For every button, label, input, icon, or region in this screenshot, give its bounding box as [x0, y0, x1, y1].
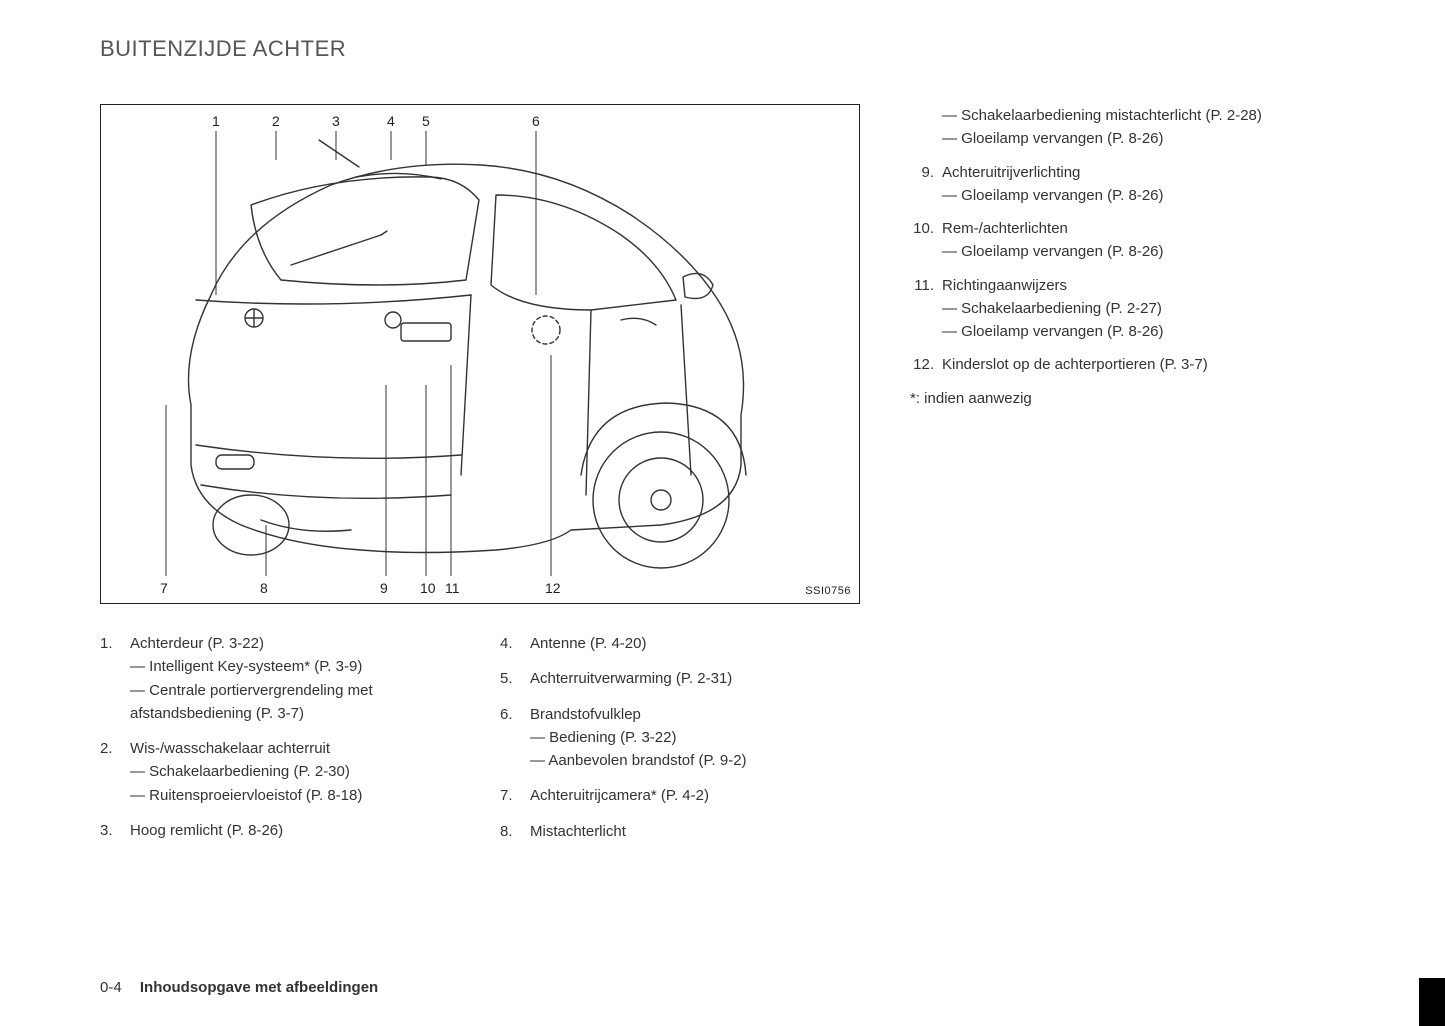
- legend-item-title: Kinderslot op de achterportieren (P. 3-7…: [942, 353, 1360, 376]
- legend-item-title: Mistachterlicht: [530, 820, 860, 843]
- thumb-tab: [1419, 978, 1445, 1026]
- legend-item-title: Wis-/wasschakelaar achterruit: [130, 737, 460, 760]
- legend-item: 8.Mistachterlicht: [500, 820, 860, 843]
- legend-item-sub: Gloeilamp vervangen (P. 8-26): [942, 127, 1360, 150]
- page-footer: 0-4 Inhoudsopgave met afbeeldingen: [100, 979, 378, 996]
- legend-item: 5.Achterruitverwarming (P. 2-31): [500, 667, 860, 690]
- figure-id: SSI0756: [805, 585, 851, 597]
- legend-item-number: 7.: [500, 784, 530, 807]
- legend-item-body: Mistachterlicht: [530, 820, 860, 843]
- callout-number: 10: [420, 580, 436, 596]
- car-illustration: [101, 105, 861, 605]
- legend-item-sub: Centrale portiervergrendeling met afstan…: [130, 679, 460, 726]
- legend-item-number: 4.: [500, 632, 530, 655]
- legend-item-body: Antenne (P. 4-20): [530, 632, 860, 655]
- legend-item-sub: Aanbevolen brandstof (P. 9-2): [530, 749, 860, 772]
- legend-item-title: Brandstofvulklep: [530, 703, 860, 726]
- legend-item-title: Achteruitrijcamera* (P. 4-2): [530, 784, 860, 807]
- callout-number: 8: [260, 580, 268, 596]
- footnote: *: indien aanwezig: [910, 387, 1360, 410]
- callout-number: 9: [380, 580, 388, 596]
- legend-item-number: 2.: [100, 737, 130, 807]
- callout-number: 12: [545, 580, 561, 596]
- legend-item-sub: Schakelaarbediening (P. 2-30): [130, 760, 460, 783]
- legend-item-sub: Gloeilamp vervangen (P. 8-26): [942, 320, 1360, 343]
- legend-col-2: 4.Antenne (P. 4-20)5.Achterruitverwarmin…: [500, 632, 860, 855]
- callout-number: 11: [445, 580, 460, 596]
- legend-item: 9.AchteruitrijverlichtingGloeilamp verva…: [910, 161, 1360, 208]
- legend-item-title: Achteruitrijverlichting: [942, 161, 1360, 184]
- legend-item-title: Hoog remlicht (P. 8-26): [130, 819, 460, 842]
- legend-item: 11.RichtingaanwijzersSchakelaarbediening…: [910, 274, 1360, 344]
- legend-item: 2.Wis-/wasschakelaar achterruitSchakelaa…: [100, 737, 460, 807]
- legend-item-body: Wis-/wasschakelaar achterruitSchakelaarb…: [130, 737, 460, 807]
- callout-number: 6: [532, 113, 540, 129]
- callout-number: 1: [212, 113, 220, 129]
- legend-col-1: 1.Achterdeur (P. 3-22)Intelligent Key-sy…: [100, 632, 460, 855]
- legend-item-body: RichtingaanwijzersSchakelaarbediening (P…: [942, 274, 1360, 344]
- legend-item-sub: Gloeilamp vervangen (P. 8-26): [942, 240, 1360, 263]
- callout-number: 5: [422, 113, 430, 129]
- legend-item: 12.Kinderslot op de achterportieren (P. …: [910, 353, 1360, 376]
- legend-item-title: Richtingaanwijzers: [942, 274, 1360, 297]
- legend-item-number: 6.: [500, 703, 530, 773]
- legend-item-number: 11.: [910, 274, 942, 344]
- legend-item-sub: Ruitensproeiervloeistof (P. 8-18): [130, 784, 460, 807]
- callout-number: 2: [272, 113, 280, 129]
- legend-item-sub: Bediening (P. 3-22): [530, 726, 860, 749]
- legend-item-number: 8.: [500, 820, 530, 843]
- legend-item-number: 1.: [100, 632, 130, 725]
- legend-item-body: Achterruitverwarming (P. 2-31): [530, 667, 860, 690]
- legend-item: 3.Hoog remlicht (P. 8-26): [100, 819, 460, 842]
- item-8-continuation: Schakelaarbediening mistachterlicht (P. …: [942, 104, 1360, 151]
- legend-columns: 1.Achterdeur (P. 3-22)Intelligent Key-sy…: [100, 632, 860, 855]
- legend-item-title: Achterruitverwarming (P. 2-31): [530, 667, 860, 690]
- legend-item-number: 12.: [910, 353, 942, 376]
- legend-item-title: Antenne (P. 4-20): [530, 632, 860, 655]
- legend-item-sub: Intelligent Key-systeem* (P. 3-9): [130, 655, 460, 678]
- legend-item-sub: Schakelaarbediening mistachterlicht (P. …: [942, 104, 1360, 127]
- callout-number: 4: [387, 113, 395, 129]
- legend-item-number: 9.: [910, 161, 942, 208]
- legend-item: 4.Antenne (P. 4-20): [500, 632, 860, 655]
- footer-title: Inhoudsopgave met afbeeldingen: [140, 979, 378, 996]
- legend-item-number: 3.: [100, 819, 130, 842]
- main-content: 123456789101112 SSI0756 1.Achterdeur (P.…: [100, 104, 1375, 855]
- legend-item-body: Achterdeur (P. 3-22)Intelligent Key-syst…: [130, 632, 460, 725]
- legend-item-sub: Gloeilamp vervangen (P. 8-26): [942, 184, 1360, 207]
- legend-item: 1.Achterdeur (P. 3-22)Intelligent Key-sy…: [100, 632, 460, 725]
- legend-item-body: AchteruitrijverlichtingGloeilamp vervang…: [942, 161, 1360, 208]
- legend-item-body: Rem-/achterlichtenGloeilamp vervangen (P…: [942, 217, 1360, 264]
- page-number: 0-4: [100, 979, 122, 996]
- left-column: 123456789101112 SSI0756 1.Achterdeur (P.…: [100, 104, 860, 855]
- legend-item-body: Hoog remlicht (P. 8-26): [130, 819, 460, 842]
- legend-item-title: Rem-/achterlichten: [942, 217, 1360, 240]
- legend-item-body: BrandstofvulklepBediening (P. 3-22)Aanbe…: [530, 703, 860, 773]
- callout-number: 3: [332, 113, 340, 129]
- legend-item: 6.BrandstofvulklepBediening (P. 3-22)Aan…: [500, 703, 860, 773]
- legend-item-sub: Schakelaarbediening (P. 2-27): [942, 297, 1360, 320]
- legend-item-body: Kinderslot op de achterportieren (P. 3-7…: [942, 353, 1360, 376]
- legend-item-title: Achterdeur (P. 3-22): [130, 632, 460, 655]
- right-column: Schakelaarbediening mistachterlicht (P. …: [910, 104, 1360, 855]
- legend-item-number: 10.: [910, 217, 942, 264]
- vehicle-diagram: 123456789101112 SSI0756: [100, 104, 860, 604]
- legend-item: 10.Rem-/achterlichtenGloeilamp vervangen…: [910, 217, 1360, 264]
- page-title: BUITENZIJDE ACHTER: [100, 36, 1375, 62]
- legend-item: 7.Achteruitrijcamera* (P. 4-2): [500, 784, 860, 807]
- legend-item-number: 5.: [500, 667, 530, 690]
- callout-number: 7: [160, 580, 168, 596]
- legend-item-body: Achteruitrijcamera* (P. 4-2): [530, 784, 860, 807]
